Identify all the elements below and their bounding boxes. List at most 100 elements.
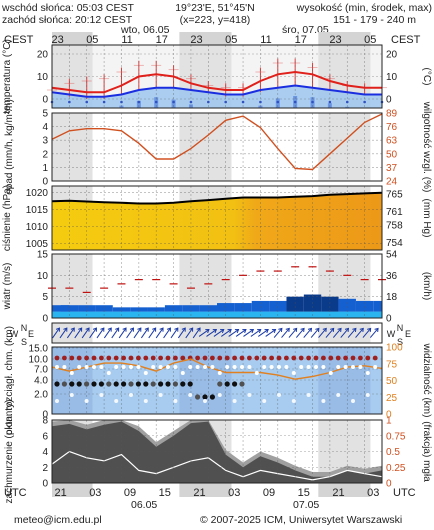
pres-ytick-right: 765 [386,189,403,200]
cloud-low-dot [180,381,186,387]
wind-arrow-head [205,329,210,334]
cloud-low-dot [128,381,134,387]
temp-dot [85,100,89,104]
cloud-ytick: 6 [42,431,48,442]
compass-n-right: N [397,323,404,333]
top-hour-label: 05 [364,34,376,46]
vis-ytick: 10.0 [29,355,49,366]
wind-ylabel-right: (km/h) [421,272,432,300]
cloud-top-dot [306,355,311,361]
cloud-top-dot [350,355,356,361]
cloud-mid-dot [210,365,215,369]
cloud-mid-dot [69,371,74,375]
cloud-mid-dot [299,365,304,369]
cloud-mid-dot [225,365,230,369]
footer-email[interactable]: meteo@icm.edu.pl [14,514,102,526]
temp-ytick: 0 [42,95,48,106]
wind-arrow-shaft [340,328,349,338]
wind-arrow-shaft [318,328,327,338]
cloud-lowest-dot [247,393,252,397]
vis-ylabel: pion. rozciągł. chm. (km) [4,326,15,435]
bottom-hour-label: 21 [54,487,66,499]
prec-ytick-right: 76 [386,122,398,133]
wind-arrow [265,329,277,337]
wind-arrow [235,329,247,337]
wind-arrow-shaft [332,328,342,338]
wind-arrow [133,327,142,339]
wind-ytick: 5 [42,292,48,303]
wind-arrow-shaft [362,328,372,338]
vis-ytick-right: 75 [386,359,398,370]
humidity-line [51,113,383,171]
height-title: wysokość (min, środek, max) [296,2,432,14]
cloud-low-dot [61,381,67,387]
cloud-top-dot [180,355,186,361]
wind-ytick-right: 54 [386,250,398,261]
prec-ylabel: opad (mm/h, kg/m²/h) [4,99,15,195]
wind-ylabel: wiatr (m/s) [2,263,13,311]
wind-arrow-head [70,327,75,332]
cloud-mid-dot [180,371,185,375]
top-hour-label: 05 [86,34,98,46]
pres-ytick: 1010 [26,222,49,233]
wind-arrow-head [220,329,225,334]
cloud-top-dot [195,355,201,361]
wind-arrow-head [242,329,247,334]
bottom-hour-label: 03 [228,487,240,499]
wind-base-band [52,311,382,318]
bottom-axis-night-band [179,483,232,497]
wind-mean-bar [182,305,200,312]
bottom-hour-label: 15 [298,487,310,499]
wind-arrow-shaft [369,328,379,338]
cloud-top-dot [343,355,348,361]
cloud-ytick-right: 1 [386,416,392,427]
top-hour-label: 05 [225,34,237,46]
wind-arrow [52,327,60,339]
cloud-low-dot [135,381,141,387]
wind-arrow-shaft [163,327,171,339]
cloud-mid-dot [328,371,333,375]
wind-arrow-head [166,327,171,332]
vis-border [51,346,383,415]
pres-ytick: 1015 [26,205,49,216]
cloud-lowest-dot [203,399,207,403]
cloud-top-dot [239,355,245,361]
cloud-low-dot [224,381,230,387]
wind-arrow-head [315,327,320,333]
vis-ytick: 7.0 [34,365,48,376]
cloud-low-area [52,421,382,483]
top-hour-label: 23 [190,34,202,46]
wind-arrow-head [359,327,364,333]
wind-arrow-shaft [52,327,60,339]
cloud-mid-dot [166,365,170,369]
prec-ytick-right: 89 [386,109,398,120]
cloud-mid-dot [62,365,67,369]
tz-right-top: CEST [391,34,421,46]
wind-arrow [325,327,335,338]
pressure-line [51,191,383,205]
cloud-top-dot [247,355,252,361]
cloud-mid-dot [151,365,156,369]
wind-arrow-shaft [89,327,97,339]
arrows-border [51,322,383,344]
wind-arrow-head [293,327,298,333]
wind-arrow [192,327,201,339]
cloud-lowest-dot [188,393,193,397]
footer-copyright: © 2007-2025 ICM, Uniwersytet Warszawski [200,514,403,526]
cloud-ylabel: zachmurzenie (oktanty) [4,400,15,504]
cloud-low-dot [121,381,127,387]
cloud-mid-dot [351,365,355,369]
cloud-top-dot [335,355,341,361]
wind-arrow-head [63,327,68,332]
day2-bottom-label: 07.05 [293,499,320,511]
cloud-low-dot [209,394,215,400]
wind-arrow [281,327,290,338]
prec-ylabel-right: wilgotność wzgl. (%) [421,101,432,193]
temp-dot [276,100,280,104]
cloud-top-dot [62,355,67,361]
wind-arrow-shaft [111,327,120,339]
cloud-mid-dot [99,365,104,369]
wind-arrow-shaft [303,328,312,338]
top-axis-night-band [52,32,93,45]
